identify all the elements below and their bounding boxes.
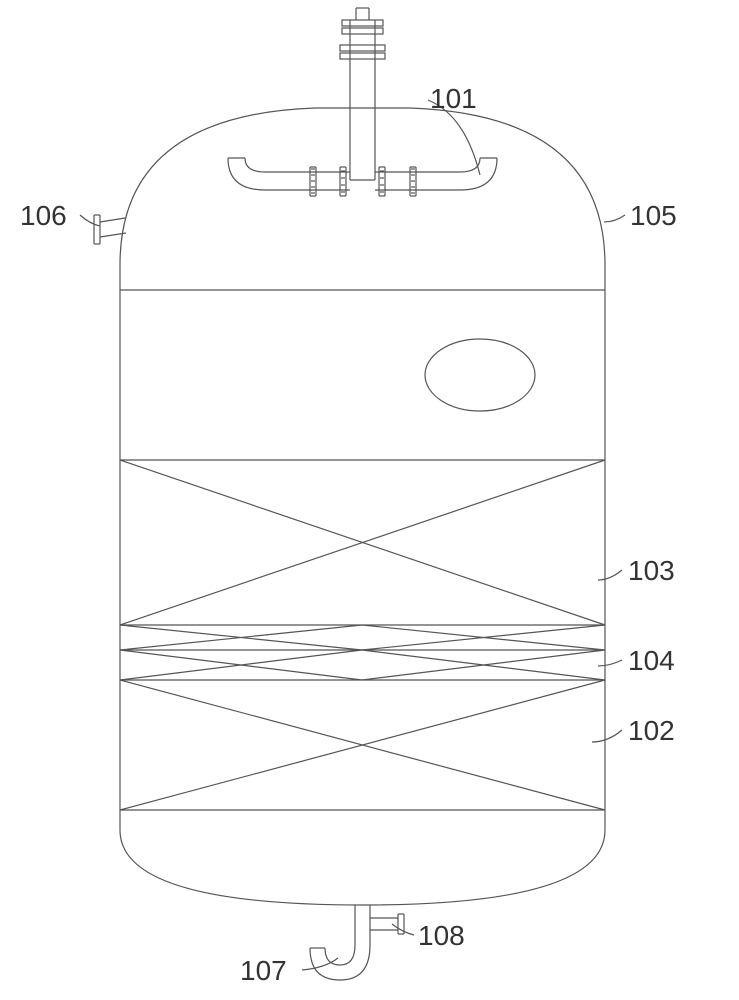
label-103: 103: [628, 555, 675, 587]
label-108: 108: [418, 920, 465, 952]
sight-port: [425, 339, 535, 411]
label-105: 105: [630, 200, 677, 232]
leader-104: [598, 660, 622, 666]
dome-flange: [340, 45, 385, 51]
leader-105: [604, 215, 625, 222]
leader-102: [592, 730, 622, 742]
leader-103: [598, 570, 622, 580]
label-106: 106: [20, 200, 67, 232]
bottom-outlet: [310, 905, 404, 980]
label-101: 101: [430, 83, 477, 115]
leader-106: [80, 215, 100, 226]
vessel-diagram: [0, 0, 739, 1000]
top-flange: [342, 28, 383, 34]
label-107: 107: [240, 955, 287, 987]
dome-flange: [340, 53, 385, 59]
top-flange: [342, 20, 383, 26]
vessel-bottom-dish: [120, 830, 605, 905]
distributor-101: [228, 158, 497, 196]
vessel-top-dome: [120, 108, 605, 265]
label-104: 104: [628, 645, 675, 677]
label-102: 102: [628, 715, 675, 747]
